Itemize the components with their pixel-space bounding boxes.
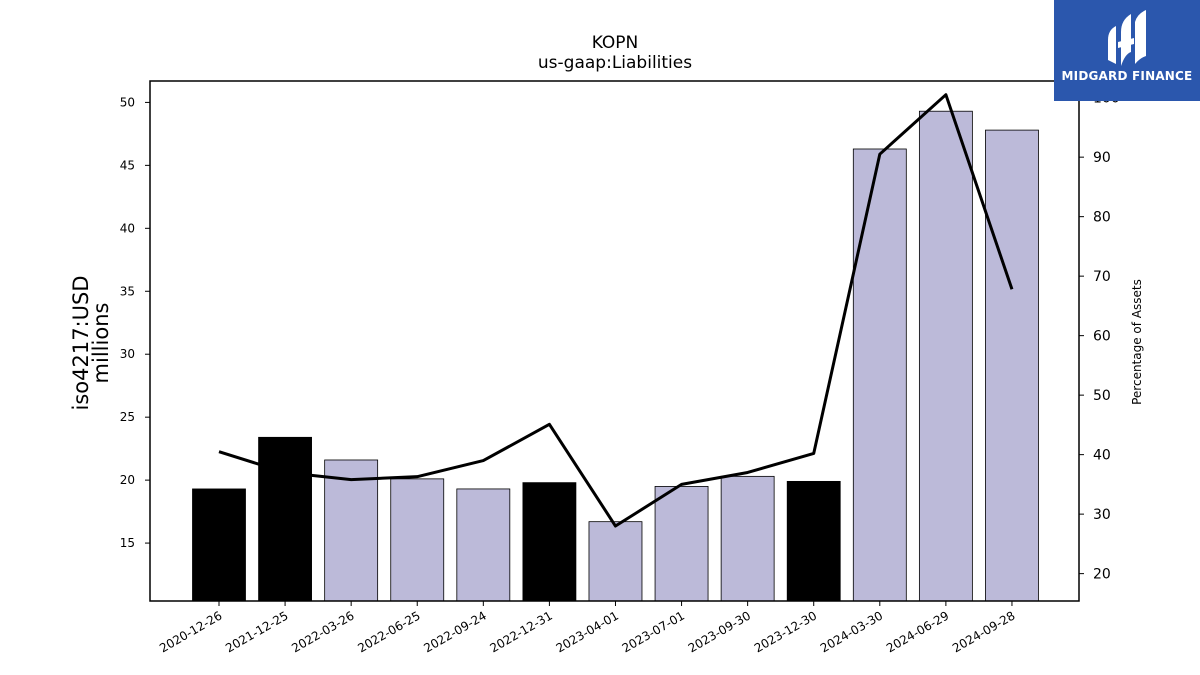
plot-frame <box>149 80 1080 602</box>
y-left-tick-label-35: 35 <box>120 284 135 298</box>
x-tick-label-2023-04-01: 2023-04-01 <box>554 608 621 655</box>
x-tick-label-2022-12-31: 2022-12-31 <box>487 608 554 655</box>
y-right-tick-label-70: 70 <box>1093 269 1111 285</box>
y-left-tick-label-20: 20 <box>120 473 135 487</box>
y-axis-left-label-line1: iso4217:USD <box>69 275 93 410</box>
bar-2022-06-25 <box>390 478 445 602</box>
y-left-tick-label-25: 25 <box>120 410 135 424</box>
x-tick-label-2023-09-30: 2023-09-30 <box>686 608 753 655</box>
y-left-tick-label-45: 45 <box>120 158 135 172</box>
bar-2023-07-01 <box>654 486 709 602</box>
bar-2024-06-29 <box>918 110 973 602</box>
x-tick-label-2023-07-01: 2023-07-01 <box>620 608 687 655</box>
x-tick-label-2022-09-24: 2022-09-24 <box>421 608 488 655</box>
chart-subtitle: us-gaap:Liabilities <box>538 53 692 73</box>
x-tick-label-2022-03-26: 2022-03-26 <box>289 608 356 655</box>
y-right-tick-label-50: 50 <box>1093 388 1111 404</box>
x-tick-label-2022-06-25: 2022-06-25 <box>355 608 422 655</box>
midgard-finance-logo: MIDGARD FINANCE <box>1054 0 1200 101</box>
bar-2023-09-30 <box>720 475 775 602</box>
y-left-tick-label-30: 30 <box>120 347 135 361</box>
y-right-tick-label-20: 20 <box>1093 567 1111 583</box>
series-line-percentage-of-assets <box>218 93 1014 528</box>
y-right-tick-label-40: 40 <box>1093 448 1111 464</box>
bar-2024-09-28 <box>985 129 1039 602</box>
bar-2020-12-26 <box>192 488 246 602</box>
chart-title: KOPN <box>592 33 639 53</box>
x-tick-label-2024-03-30: 2024-03-30 <box>818 608 885 655</box>
bar-2024-03-30 <box>852 148 907 602</box>
bar-2022-12-31 <box>522 482 577 602</box>
bar-2022-03-26 <box>324 459 379 602</box>
y-right-tick-label-30: 30 <box>1093 507 1111 523</box>
plot-area: 152025303540455020304050607080901002020-… <box>120 80 1120 655</box>
x-tick-label-2024-06-29: 2024-06-29 <box>884 608 951 655</box>
y-left-tick-label-50: 50 <box>120 95 135 109</box>
bar-2023-12-30 <box>786 480 841 602</box>
y-right-tick-label-90: 90 <box>1093 150 1111 166</box>
x-tick-label-2024-09-28: 2024-09-28 <box>950 608 1017 655</box>
y-right-tick-label-80: 80 <box>1093 210 1111 226</box>
y-left-tick-label-40: 40 <box>120 221 135 235</box>
bar-2021-12-25 <box>258 436 312 602</box>
midgard-logo-icon <box>1108 10 1146 66</box>
x-tick-label-2021-12-25: 2021-12-25 <box>223 608 290 655</box>
y-axis-left-label-line2: millions <box>89 303 113 384</box>
y-axis-right-label: Percentage of Assets <box>1130 279 1144 405</box>
logo-text: MIDGARD FINANCE <box>1061 69 1193 83</box>
x-tick-label-2020-12-26: 2020-12-26 <box>157 608 224 655</box>
bar-2022-09-24 <box>456 488 511 602</box>
y-right-tick-label-60: 60 <box>1093 329 1111 345</box>
y-left-tick-label-15: 15 <box>120 536 135 550</box>
bar-2023-04-01 <box>588 521 643 602</box>
x-tick-label-2023-12-30: 2023-12-30 <box>752 608 819 655</box>
